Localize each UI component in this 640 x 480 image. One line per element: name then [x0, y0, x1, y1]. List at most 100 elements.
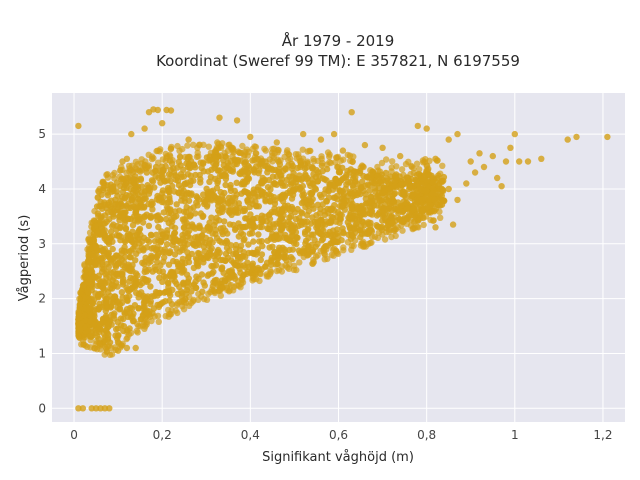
data-point: [259, 242, 266, 250]
data-point: [250, 167, 257, 174]
data-point: [368, 199, 375, 207]
data-point: [79, 282, 87, 289]
data-point: [212, 251, 220, 258]
data-point: [287, 155, 294, 163]
data-point: [265, 225, 272, 233]
data-point: [366, 187, 373, 194]
data-point: [269, 173, 277, 180]
data-point: [110, 299, 118, 306]
data-point: [351, 237, 359, 244]
data-point: [87, 266, 95, 273]
data-point: [312, 186, 320, 193]
data-point: [186, 153, 193, 161]
data-point: [250, 238, 257, 245]
y-tick-label: 3: [38, 237, 46, 251]
data-point: [429, 190, 436, 197]
data-point: [321, 250, 328, 257]
data-point: [233, 117, 241, 124]
data-point: [213, 234, 221, 242]
data-point: [152, 168, 159, 175]
data-point: [173, 212, 180, 220]
data-point: [429, 179, 436, 186]
data-point: [174, 309, 181, 317]
data-point: [348, 109, 355, 116]
data-point: [206, 178, 213, 185]
data-point: [128, 285, 135, 293]
data-point: [170, 165, 177, 172]
data-point: [356, 227, 363, 234]
data-point: [212, 256, 219, 264]
data-point: [241, 179, 249, 186]
data-point: [274, 146, 281, 153]
data-point: [419, 207, 426, 214]
data-point: [217, 256, 224, 264]
data-point: [298, 199, 306, 207]
data-point: [120, 175, 127, 183]
data-point: [350, 242, 357, 249]
data-point: [166, 248, 174, 255]
data-point: [192, 171, 199, 179]
data-point: [384, 197, 392, 205]
data-point: [278, 223, 286, 230]
data-point: [102, 307, 110, 315]
data-point: [154, 312, 162, 319]
data-point: [335, 180, 343, 187]
data-point: [244, 174, 252, 181]
data-point: [153, 231, 160, 238]
data-point: [188, 288, 195, 295]
data-point: [279, 244, 286, 251]
data-point: [409, 225, 416, 233]
data-point: [125, 230, 132, 238]
data-point: [106, 274, 113, 281]
y-tick-label: 5: [38, 127, 46, 141]
data-point: [208, 245, 215, 252]
data-point: [273, 139, 280, 146]
data-point: [176, 248, 183, 255]
data-point: [91, 258, 98, 266]
data-point: [143, 294, 150, 301]
data-point: [344, 167, 351, 175]
data-point: [339, 147, 347, 154]
data-point: [180, 297, 187, 304]
data-point: [439, 162, 446, 169]
data-point: [196, 224, 203, 231]
data-point: [387, 173, 394, 180]
y-tick-label: 4: [38, 182, 46, 196]
data-point: [159, 187, 167, 194]
data-point: [358, 183, 365, 191]
data-point: [239, 276, 246, 283]
data-point: [197, 179, 204, 186]
data-point: [502, 158, 510, 165]
data-point: [437, 214, 444, 221]
data-point: [108, 185, 115, 192]
data-point: [316, 191, 324, 199]
data-point: [286, 246, 293, 254]
data-point: [167, 145, 175, 152]
data-point: [96, 304, 103, 311]
data-point: [214, 177, 222, 185]
data-point: [489, 152, 496, 160]
data-point: [564, 136, 571, 143]
data-point: [318, 155, 325, 162]
data-point: [200, 279, 207, 286]
data-point: [351, 224, 358, 231]
data-point: [454, 196, 461, 204]
data-point: [165, 280, 172, 287]
data-point: [141, 303, 148, 310]
data-point: [494, 174, 501, 182]
data-point: [277, 157, 284, 164]
data-point: [112, 332, 119, 339]
data-point: [241, 160, 248, 167]
data-point: [210, 192, 218, 199]
data-point: [86, 236, 93, 243]
data-point: [171, 235, 179, 242]
data-point: [119, 158, 126, 165]
data-point: [181, 224, 188, 231]
data-point: [471, 169, 479, 176]
data-point: [211, 148, 219, 155]
data-point: [184, 249, 191, 256]
data-point: [95, 294, 102, 301]
x-tick-label: 1,2: [593, 428, 612, 442]
data-point: [248, 197, 255, 204]
x-tick-label: 0,4: [241, 428, 260, 442]
